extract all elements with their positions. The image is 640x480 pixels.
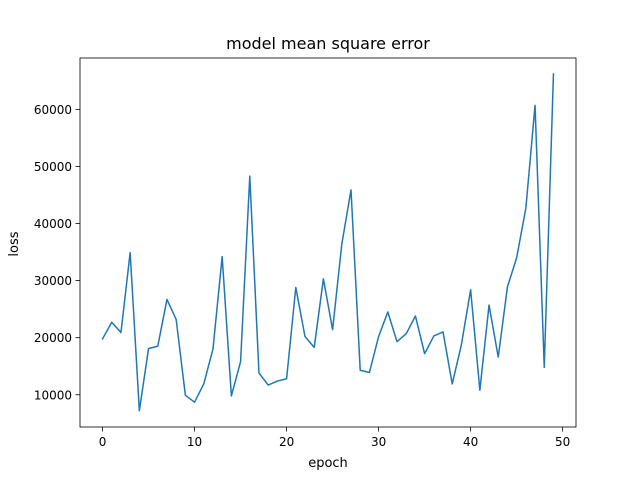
- y-tick-label: 20000: [34, 331, 72, 345]
- y-axis-ticks: 10000 20000 30000 40000 50000 60000: [34, 103, 80, 402]
- series-line-0: [101, 73, 555, 412]
- x-tick-label: 40: [463, 435, 478, 449]
- axes-frame: [79, 57, 577, 428]
- x-tick-label: 30: [371, 435, 386, 449]
- x-tick-label: 10: [187, 435, 202, 449]
- y-tick-label: 10000: [34, 388, 72, 402]
- x-axis-label: epoch: [308, 456, 348, 471]
- y-axis-label: loss: [7, 231, 22, 256]
- x-tick-label: 0: [99, 435, 107, 449]
- y-tick-label: 30000: [34, 274, 72, 288]
- chart-title: model mean square error: [226, 34, 430, 53]
- y-tick-label: 60000: [34, 103, 72, 117]
- x-tick-label: 20: [279, 435, 294, 449]
- x-tick-label: 50: [555, 435, 570, 449]
- y-tick-label: 40000: [34, 217, 72, 231]
- y-tick-label: 50000: [34, 160, 72, 174]
- plot-area: [79, 57, 577, 428]
- x-axis-ticks: 0 10 20 30 40 50: [99, 427, 570, 449]
